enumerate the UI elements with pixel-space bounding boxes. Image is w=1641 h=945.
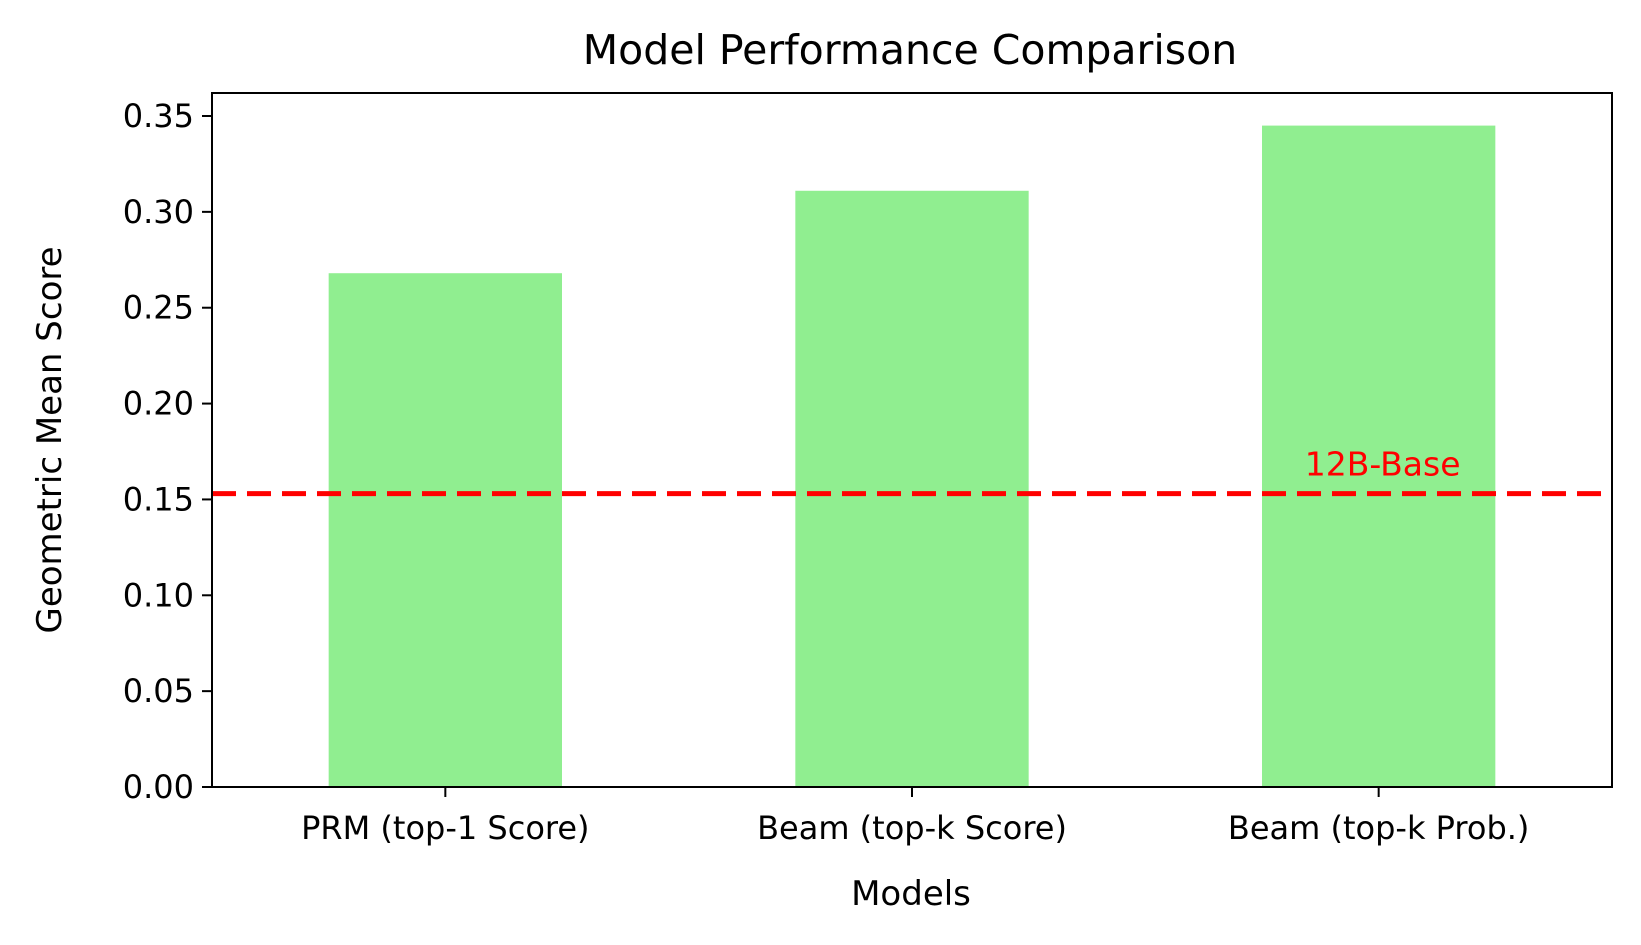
y-tick-label: 0.25 xyxy=(123,289,194,327)
plot-area: 12B-Base xyxy=(211,92,1613,788)
x-axis: PRM (top-1 Score) Beam (top-k Score) Beam … xyxy=(301,787,1529,847)
reference-line-label: 12B-Base xyxy=(1305,445,1461,484)
y-tick-label: 0.10 xyxy=(123,576,194,614)
y-tick-label: 0.20 xyxy=(123,385,194,423)
x-tick-label: Beam (top-k Score) xyxy=(757,809,1067,847)
chart-title: Model Performance Comparison xyxy=(583,26,1237,74)
x-tick-label: PRM (top-1 Score) xyxy=(301,809,589,847)
bar-3 xyxy=(1262,125,1496,787)
y-axis-label: Geometric Mean Score xyxy=(30,246,70,633)
bars-group xyxy=(328,125,1496,787)
bar-2 xyxy=(795,190,1029,787)
bar-1 xyxy=(328,273,562,787)
y-tick-label: 0.15 xyxy=(123,480,194,518)
y-tick-label: 0.35 xyxy=(123,97,194,135)
x-axis-label: Models xyxy=(851,874,971,914)
y-tick-label: 0.05 xyxy=(123,672,194,710)
y-axis: 0.00 0.05 0.10 0.15 0.20 0.25 0.30 0.35 xyxy=(123,97,212,806)
x-tick-label: Beam (top-k Prob.) xyxy=(1228,809,1530,847)
y-tick-label: 0.30 xyxy=(123,193,194,231)
y-tick-label: 0.00 xyxy=(123,768,194,806)
